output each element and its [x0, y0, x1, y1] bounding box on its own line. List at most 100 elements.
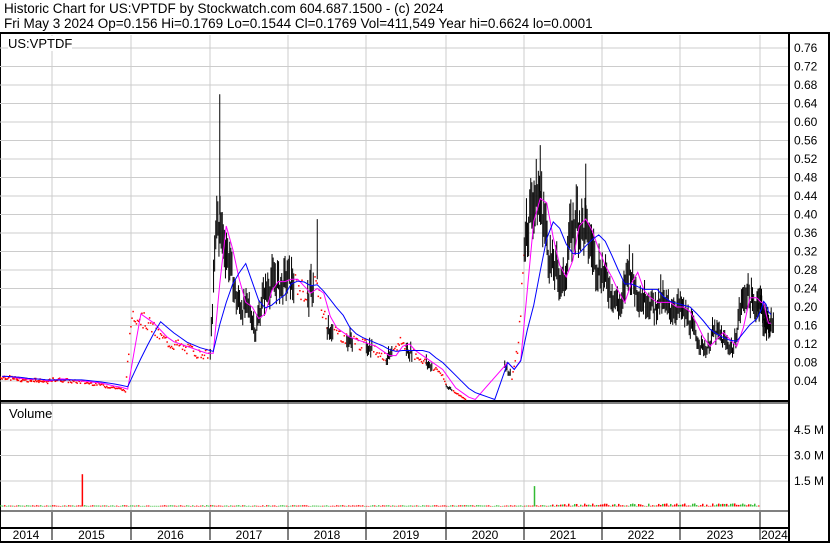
volume-bar — [644, 505, 646, 507]
volume-bar — [8, 505, 10, 507]
volume-bar — [224, 505, 226, 507]
volume-bar — [16, 505, 18, 507]
price-dot — [190, 345, 193, 348]
price-dot — [458, 394, 460, 397]
volume-bar — [354, 505, 356, 507]
volume-bar — [640, 504, 642, 507]
price-dot — [434, 368, 436, 370]
price-dot — [512, 371, 514, 373]
price-dot — [394, 347, 396, 350]
price-dot — [25, 378, 27, 381]
volume-bar — [610, 505, 612, 507]
price-dot — [108, 387, 110, 389]
price-dot — [511, 378, 513, 380]
volume-bar — [156, 505, 158, 507]
x-tick-label: 2014 — [13, 528, 40, 542]
volume-bar — [310, 505, 312, 507]
price-dot — [166, 341, 168, 343]
price-dot — [404, 348, 406, 350]
volume-bar — [296, 505, 298, 507]
volume-bar — [170, 505, 172, 507]
volume-bar — [356, 505, 358, 507]
volume-bar — [420, 505, 422, 507]
y-tick-label: 0.40 — [794, 208, 818, 222]
volume-bar — [336, 505, 338, 507]
price-dot — [337, 332, 339, 335]
volume-bar — [388, 505, 390, 507]
volume-spike — [81, 474, 84, 507]
volume-bar — [706, 504, 708, 507]
volume-bar — [654, 505, 656, 507]
price-dot — [181, 348, 184, 351]
price-dot — [137, 320, 140, 323]
price-dot — [314, 276, 316, 278]
price-dot — [73, 380, 75, 383]
price-dot — [15, 378, 17, 380]
volume-bar — [320, 505, 322, 507]
price-dot — [101, 383, 104, 385]
volume-bar — [578, 505, 580, 507]
volume-bar — [660, 504, 662, 507]
volume-bar — [72, 505, 74, 507]
price-dot — [295, 279, 298, 281]
y-tick-label: 0.60 — [794, 115, 818, 129]
volume-bar — [322, 505, 324, 507]
volume-bar — [68, 505, 70, 507]
volume-bar — [586, 504, 588, 507]
volume-bar — [634, 504, 636, 507]
volume-bar — [266, 505, 268, 507]
price-dot — [453, 391, 456, 394]
price-dot — [303, 300, 305, 302]
volume-bar — [364, 505, 366, 507]
y-tick-label: 0.44 — [794, 189, 818, 203]
price-dot — [154, 334, 156, 337]
price-dot — [335, 329, 338, 332]
price-dot — [135, 323, 138, 325]
price-dot — [43, 380, 46, 383]
volume-bar — [98, 505, 100, 507]
price-dot — [440, 374, 443, 377]
price-dot — [84, 382, 86, 385]
volume-bar — [574, 504, 576, 507]
volume-bar — [570, 505, 572, 507]
price-dot — [438, 370, 440, 373]
volume-bar — [258, 505, 260, 507]
volume-bar — [454, 505, 456, 507]
frame — [0, 32, 830, 543]
price-dot — [358, 348, 361, 351]
price-dot — [133, 320, 135, 322]
volume-bar — [232, 505, 234, 507]
volume-bar — [638, 504, 640, 507]
volume-bar — [562, 504, 564, 507]
volume-bar — [622, 505, 624, 507]
volume-bar — [182, 505, 184, 507]
volume-bar — [150, 505, 152, 507]
volume-bar — [342, 505, 344, 507]
volume-bar — [546, 505, 548, 507]
volume-bar — [94, 505, 96, 507]
volume-bar — [514, 505, 516, 507]
volume-bar — [250, 505, 252, 507]
volume-bar — [668, 505, 670, 507]
volume-bar — [730, 503, 732, 507]
volume-bar — [78, 505, 80, 507]
price-dot — [109, 387, 111, 389]
volume-bar — [484, 505, 486, 507]
price-dot — [187, 343, 189, 346]
price-dot — [175, 340, 177, 342]
volume-bar — [682, 504, 684, 507]
price-dot — [16, 379, 18, 382]
volume-bar — [308, 505, 310, 507]
volume-bar — [540, 505, 542, 507]
y-tick-label: 0.28 — [794, 263, 818, 277]
volume-bar — [66, 505, 68, 507]
volume-bar — [414, 505, 416, 507]
volume-bar — [642, 505, 644, 507]
volume-bar — [742, 503, 744, 507]
volume-bar — [122, 505, 124, 507]
volume-bar — [128, 505, 130, 507]
price-dot — [420, 360, 423, 363]
volume-bar — [464, 505, 466, 507]
volume-bar — [602, 504, 604, 507]
